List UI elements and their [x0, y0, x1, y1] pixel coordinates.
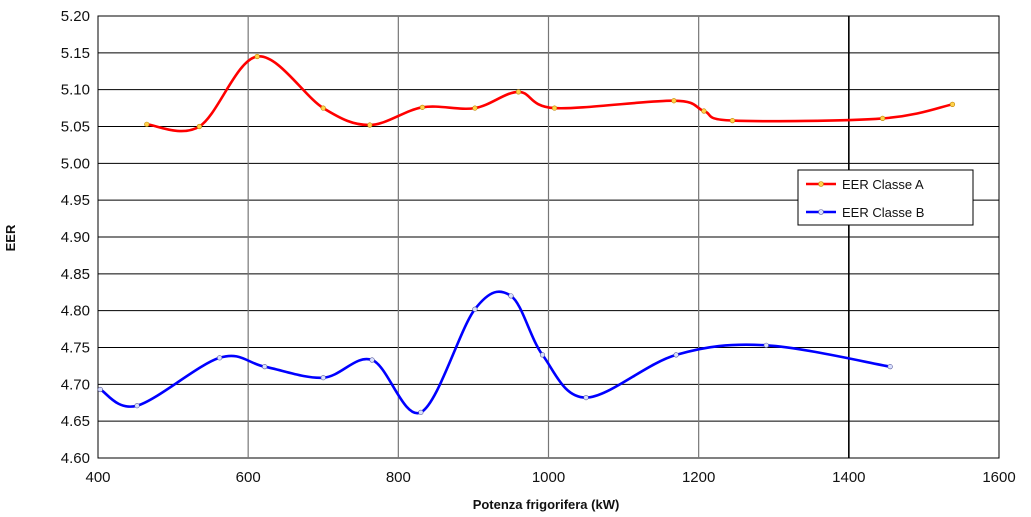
y-tick-label: 4.85 — [61, 266, 90, 283]
y-tick-label: 4.60 — [61, 450, 90, 467]
x-tick-label: 1600 — [982, 469, 1015, 486]
data-point-classe-a — [472, 105, 478, 111]
data-point-classe-b — [418, 409, 424, 415]
grid-lines — [98, 16, 999, 458]
y-tick-label: 4.70 — [61, 376, 90, 393]
x-tick-label: 600 — [236, 469, 261, 486]
legend-box — [797, 169, 974, 226]
data-point-classe-a — [196, 123, 202, 130]
data-point-classe-b — [320, 375, 326, 381]
y-tick-label: 4.95 — [61, 192, 90, 209]
data-point-classe-b — [539, 352, 546, 358]
data-point-classe-b — [369, 357, 375, 363]
x-tick-label: 1400 — [832, 469, 865, 486]
y-tick-label: 5.20 — [61, 8, 90, 25]
data-point-classe-b — [583, 394, 589, 401]
y-axis-title: EER — [3, 224, 18, 251]
data-point-classe-b — [673, 352, 679, 358]
data-point-classe-b — [262, 364, 268, 370]
data-point-classe-b — [134, 403, 140, 409]
data-point-classe-a — [144, 121, 150, 127]
data-point-classe-a — [320, 105, 326, 111]
data-point-classe-b — [97, 386, 103, 393]
x-axis-title: Potenza frigorifera (kW) — [473, 497, 620, 512]
x-tick-label: 1000 — [532, 469, 565, 486]
data-point-classe-b — [472, 306, 478, 312]
data-point-classe-a — [880, 115, 886, 121]
data-point-classe-a — [701, 108, 707, 114]
data-point-classe-a — [729, 118, 736, 124]
data-point-classe-a — [254, 53, 260, 60]
y-axis-tick-labels: 4.60 4.65 4.70 4.75 4.80 4.85 4.90 4.95 5.00 5.05… — [61, 8, 90, 467]
series-line-classe-a — [145, 55, 954, 133]
series-lines — [99, 55, 954, 415]
data-point-classe-a — [949, 101, 956, 107]
y-tick-label: 4.65 — [61, 413, 90, 430]
series-markers — [97, 53, 956, 415]
y-tick-label: 5.15 — [61, 45, 90, 62]
data-point-classe-b — [763, 342, 769, 348]
y-tick-label: 4.90 — [61, 229, 90, 246]
legend-marker-classe-b — [818, 209, 824, 215]
y-tick-label: 5.00 — [61, 155, 90, 172]
x-tick-label: 400 — [85, 469, 110, 486]
legend-label-classe-a: EER Classe A — [842, 177, 924, 192]
y-tick-label: 5.10 — [61, 82, 90, 99]
data-point-classe-a — [671, 98, 677, 104]
x-tick-label: 800 — [386, 469, 411, 486]
legend-item-classe-b: EER Classe B — [806, 205, 924, 220]
y-tick-label: 5.05 — [61, 119, 90, 136]
data-point-classe-a — [515, 89, 522, 95]
legend-label-classe-b: EER Classe B — [842, 205, 924, 220]
y-tick-label: 4.80 — [61, 303, 90, 320]
x-axis-tick-labels: 400 600 800 1000 1200 1400 1600 — [85, 469, 1015, 486]
legend-item-classe-a: EER Classe A — [806, 177, 924, 192]
x-tick-label: 1200 — [682, 469, 715, 486]
data-point-classe-a — [367, 122, 373, 128]
legend: EER Classe A EER Classe B — [797, 169, 974, 226]
data-point-classe-a — [551, 105, 558, 111]
y-tick-label: 4.75 — [61, 340, 90, 357]
data-point-classe-b — [508, 293, 514, 299]
legend-marker-classe-a — [818, 181, 824, 187]
data-point-classe-a — [419, 104, 425, 110]
series-line-classe-b — [99, 290, 892, 415]
data-point-classe-b — [887, 364, 893, 370]
data-point-classe-b — [217, 355, 223, 361]
